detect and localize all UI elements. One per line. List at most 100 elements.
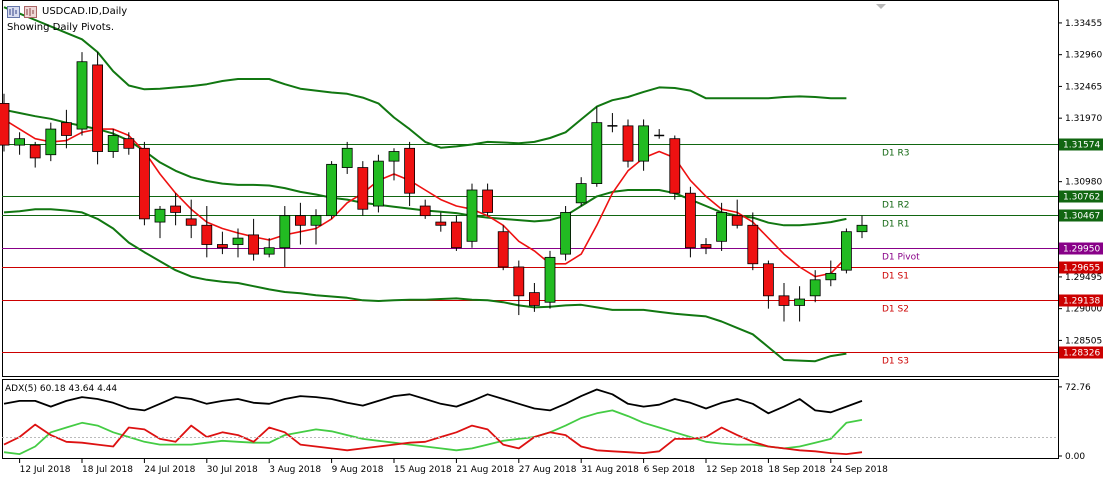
candle	[529, 283, 540, 312]
candle	[154, 206, 166, 239]
candle	[638, 119, 649, 171]
candle	[856, 215, 868, 239]
candle	[404, 141, 416, 207]
candle-body	[778, 295, 790, 306]
pivot-price-badge	[1059, 294, 1103, 307]
candle	[731, 199, 743, 229]
pivot-price-label: 1.29138	[1063, 297, 1100, 307]
pivot-price-badge	[1059, 190, 1103, 203]
candle	[450, 215, 462, 251]
candle	[435, 212, 447, 232]
candle-body	[279, 215, 291, 249]
pivot-level-name: D1 S1	[882, 272, 909, 282]
time-tick-label: 18 Jul 2018	[82, 465, 133, 475]
candle-body	[685, 192, 696, 249]
candle-body	[794, 298, 805, 306]
time-tick-label: 24 Jul 2018	[144, 465, 195, 475]
adx-minus-di-line	[3, 423, 863, 456]
candle-body	[716, 212, 727, 242]
shift-marker-icon	[876, 4, 886, 9]
candle	[607, 113, 618, 133]
candle-body	[638, 125, 649, 162]
time-tick-label: 3 Aug 2018	[269, 465, 321, 475]
pivot-level-name: D1 R2	[882, 201, 910, 211]
time-tick-label: 18 Sep 2018	[768, 465, 825, 475]
price-tick-label: 1.31970	[1065, 114, 1102, 124]
time-tick-label: 9 Aug 2018	[332, 465, 384, 475]
candle-body	[185, 218, 197, 226]
adx-tick-label: 72.76	[1065, 383, 1091, 393]
candle	[544, 250, 556, 309]
candle-body	[29, 144, 41, 159]
pivot-price-badge	[1059, 209, 1103, 222]
adx-plot-frame	[2, 379, 1059, 459]
candle-body	[45, 128, 57, 156]
candle-body	[310, 215, 322, 226]
candle-body	[248, 234, 260, 255]
candle	[310, 209, 322, 245]
candle-body	[622, 125, 634, 162]
time-tick-label: 12 Jul 2018	[20, 465, 71, 475]
candle	[0, 93, 10, 152]
pivot-level-name: D1 S2	[882, 305, 909, 315]
time-axis: 12 Jul 2018 18 Jul 2018 24 Jul 2018 30 Jul …	[19, 459, 888, 475]
candle	[326, 161, 338, 219]
pivot-price-label: 1.30762	[1063, 193, 1100, 203]
candle-body	[92, 64, 103, 152]
upper-band-line	[3, 6, 847, 149]
time-tick-label: 15 Aug 2018	[394, 465, 452, 475]
candle	[841, 228, 852, 274]
candle-body	[170, 205, 182, 213]
adx-title: ADX(5) 60.18 43.64 4.44	[5, 384, 117, 394]
pivot-price-label: 1.29950	[1063, 245, 1100, 255]
candle-body	[294, 215, 306, 226]
candle	[170, 193, 182, 226]
adx-panel: ADX(5) 60.18 43.64 4.44 72.76 0.00	[2, 383, 1091, 462]
candle-body	[809, 279, 821, 297]
candle	[372, 154, 384, 213]
candle-body	[747, 224, 759, 265]
price-tick-label: 1.28505	[1065, 336, 1102, 346]
pivot-price-badge	[1059, 261, 1103, 274]
candles	[0, 52, 868, 322]
candle-body	[544, 256, 556, 303]
candle-body	[372, 160, 384, 207]
pivot-price-badge	[1059, 346, 1103, 359]
pivot-price-label: 1.30467	[1063, 212, 1100, 222]
candle-body	[107, 135, 119, 152]
candle-body	[731, 215, 743, 226]
candle-body	[560, 212, 571, 255]
price-tick-label: 1.32465	[1065, 82, 1102, 92]
candle-body	[529, 292, 540, 306]
candle	[248, 218, 260, 261]
time-tick-label: 30 Jul 2018	[207, 465, 258, 475]
candle	[513, 260, 525, 316]
candle	[294, 202, 306, 245]
chart-title: USDCAD.ID,Daily	[42, 6, 128, 17]
adx-main-line	[3, 388, 863, 415]
candle-body	[700, 244, 712, 249]
candle-body	[14, 138, 26, 146]
candle	[123, 132, 135, 155]
candle	[763, 260, 774, 309]
candle-body	[841, 231, 852, 271]
price-tick-label: 1.29495	[1065, 273, 1102, 283]
price-axis: 1.33455 1.32960 1.32465 1.31970 1.30980 1.294…	[1058, 19, 1102, 346]
candle	[216, 231, 228, 255]
time-tick-label: 6 Sep 2018	[644, 465, 696, 475]
candle	[591, 106, 603, 187]
candle-body	[435, 221, 447, 226]
candle	[263, 238, 275, 258]
lower-band-line	[3, 208, 847, 363]
candle	[232, 228, 244, 258]
price-tick-label: 1.32960	[1065, 51, 1102, 61]
candle	[700, 238, 712, 255]
candle-body	[825, 272, 837, 281]
candle-body	[450, 221, 462, 249]
pivot-price-badge	[1059, 138, 1103, 151]
pivot-levels: D1 R3 1.31574 D1 R2 1.30762 D1 R1 1.30467 D1 P…	[2, 138, 1103, 367]
chart-subtitle: Showing Daily Pivots.	[7, 22, 115, 33]
candle	[825, 260, 837, 287]
candle-body	[591, 122, 603, 184]
